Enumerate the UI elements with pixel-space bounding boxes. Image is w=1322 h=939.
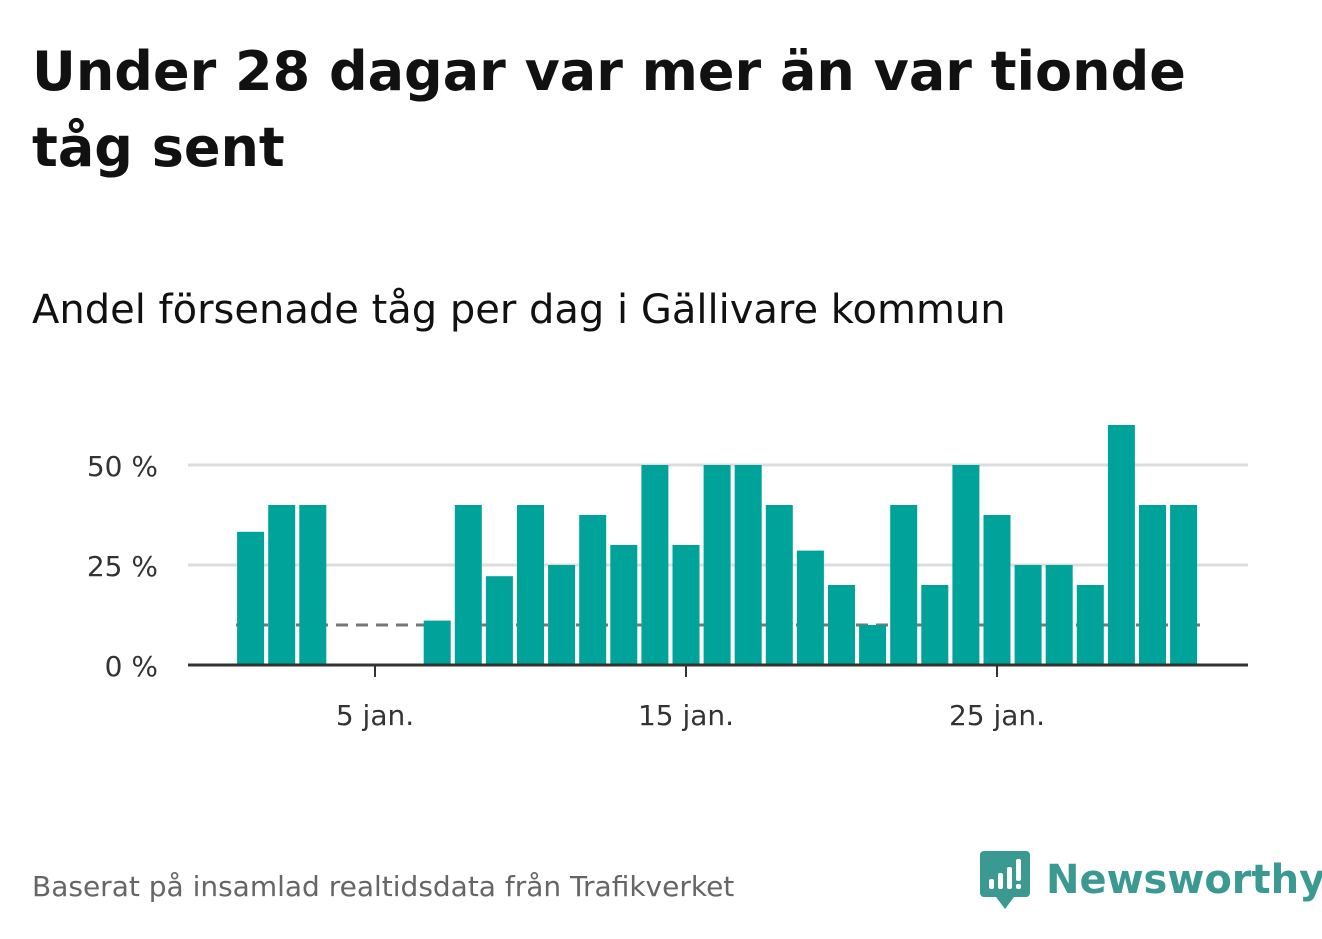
bar-day-1[interactable] (237, 531, 265, 665)
y-tick-label: 25 % (87, 550, 158, 583)
bar-day-27[interactable] (1045, 565, 1073, 665)
bar-day-18[interactable] (765, 505, 793, 665)
bar-day-28[interactable] (1076, 585, 1104, 665)
bar-layer (237, 425, 1198, 665)
x-tick-label: 5 jan. (336, 699, 414, 732)
bar-day-17[interactable] (734, 465, 762, 665)
source-note: Baserat på insamlad realtidsdata från Tr… (32, 870, 735, 903)
bar-day-14[interactable] (641, 465, 669, 665)
newsworthy-logo-icon (980, 851, 1030, 909)
bar-chart: 0 % 25 % 50 % 5 jan. 15 jan. 25 jan. (87, 425, 1248, 732)
y-tick-label: 50 % (87, 450, 158, 483)
bar-day-13[interactable] (610, 545, 638, 665)
newsworthy-logo[interactable]: Newsworthy (980, 848, 1322, 912)
bar-day-9[interactable] (485, 576, 513, 665)
bar-day-24[interactable] (952, 465, 980, 665)
chart-title: Under 28 dagar var mer än var tionde tåg… (32, 40, 1186, 179)
bar-day-8[interactable] (454, 505, 482, 665)
bar-day-21[interactable] (859, 625, 887, 665)
bar-day-29[interactable] (1107, 425, 1135, 665)
bar-day-19[interactable] (796, 550, 824, 665)
bar-day-16[interactable] (703, 465, 731, 665)
chart-subtitle: Andel försenade tåg per dag i Gällivare … (32, 287, 1006, 333)
y-tick-label: 0 % (105, 650, 158, 683)
bar-day-26[interactable] (1014, 565, 1042, 665)
bar-day-20[interactable] (828, 585, 855, 665)
bar-day-15[interactable] (672, 545, 700, 665)
bar-day-2[interactable] (268, 505, 296, 665)
bar-day-10[interactable] (517, 505, 544, 665)
x-tick-label: 25 jan. (949, 699, 1045, 732)
axis-layer (188, 663, 1248, 677)
bar-day-11[interactable] (548, 565, 576, 665)
newsworthy-logo-text: Newsworthy (1046, 857, 1322, 903)
x-tick-label: 15 jan. (638, 699, 734, 732)
bar-day-3[interactable] (299, 505, 327, 665)
bar-day-30[interactable] (1139, 505, 1166, 665)
bar-day-23[interactable] (921, 585, 949, 665)
bar-day-25[interactable] (983, 515, 1011, 665)
bar-day-12[interactable] (579, 515, 607, 665)
bar-day-7[interactable] (423, 620, 451, 665)
bar-day-22[interactable] (890, 505, 918, 665)
tick-label-layer: 0 % 25 % 50 % 5 jan. 15 jan. 25 jan. (87, 450, 1045, 732)
bar-day-31[interactable] (1170, 505, 1198, 665)
